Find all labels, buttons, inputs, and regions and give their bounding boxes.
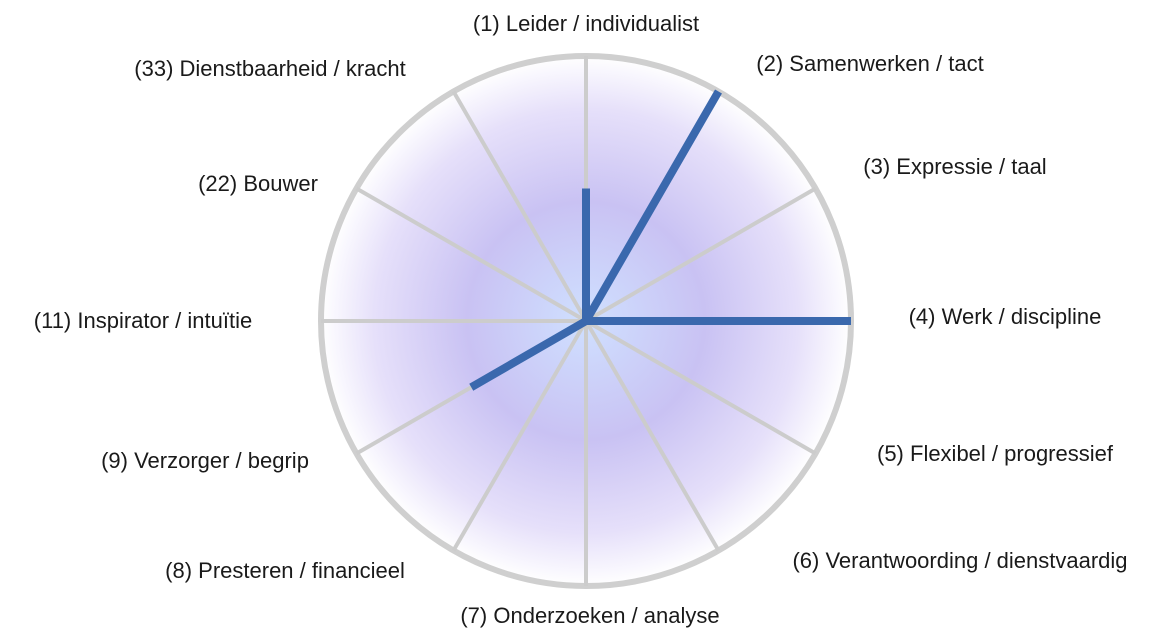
category-label: (9) Verzorger / begrip bbox=[101, 448, 309, 473]
category-label: (3) Expressie / taal bbox=[863, 154, 1046, 179]
category-label: (7) Onderzoeken / analyse bbox=[460, 603, 719, 628]
spoke bbox=[355, 186, 587, 323]
category-label: (6) Verantwoording / dienstvaardig bbox=[792, 548, 1127, 573]
spoke bbox=[584, 186, 817, 323]
spoke bbox=[584, 319, 817, 456]
category-label: (5) Flexibel / progressief bbox=[877, 441, 1114, 466]
category-label: (2) Samenwerken / tact bbox=[756, 51, 983, 76]
category-label: (22) Bouwer bbox=[198, 171, 318, 196]
value-spoke bbox=[469, 317, 589, 391]
category-label: (4) Werk / discipline bbox=[909, 304, 1102, 329]
category-label: (33) Dienstbaarheid / kracht bbox=[134, 56, 405, 81]
spoke bbox=[584, 319, 721, 552]
value-spoke bbox=[582, 89, 722, 323]
spoke bbox=[451, 319, 588, 552]
category-label: (11) Inspirator / intuïtie bbox=[34, 308, 252, 333]
category-label: (8) Presteren / financieel bbox=[165, 558, 405, 583]
category-label: (1) Leider / individualist bbox=[473, 11, 699, 36]
spoke bbox=[451, 90, 588, 322]
